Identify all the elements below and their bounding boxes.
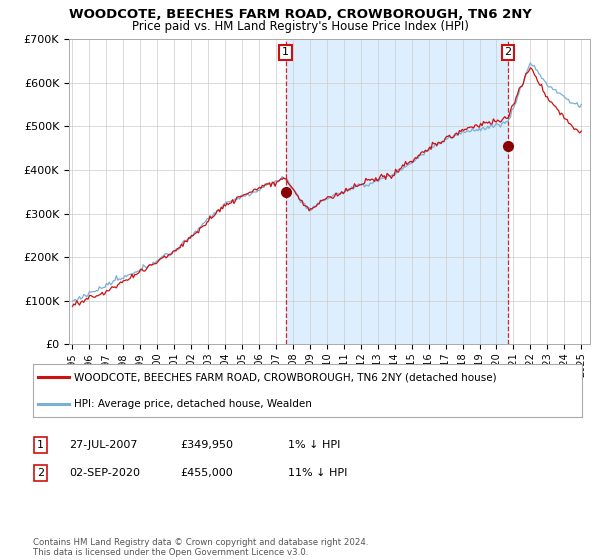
Bar: [286, 39, 508, 344]
Text: 1% ↓ HPI: 1% ↓ HPI: [288, 440, 340, 450]
Text: 1: 1: [282, 47, 289, 57]
Text: 27-JUL-2007: 27-JUL-2007: [69, 440, 137, 450]
Text: Contains HM Land Registry data © Crown copyright and database right 2024.
This d: Contains HM Land Registry data © Crown c…: [33, 538, 368, 557]
Text: 11% ↓ HPI: 11% ↓ HPI: [288, 468, 347, 478]
Text: HPI: Average price, detached house, Wealden: HPI: Average price, detached house, Weal…: [74, 399, 312, 409]
Text: 02-SEP-2020: 02-SEP-2020: [69, 468, 140, 478]
Text: £349,950: £349,950: [180, 440, 233, 450]
Text: Price paid vs. HM Land Registry's House Price Index (HPI): Price paid vs. HM Land Registry's House …: [131, 20, 469, 32]
Text: WOODCOTE, BEECHES FARM ROAD, CROWBOROUGH, TN6 2NY: WOODCOTE, BEECHES FARM ROAD, CROWBOROUGH…: [68, 8, 532, 21]
Text: 2: 2: [505, 47, 511, 57]
Text: WOODCOTE, BEECHES FARM ROAD, CROWBOROUGH, TN6 2NY (detached house): WOODCOTE, BEECHES FARM ROAD, CROWBOROUGH…: [74, 372, 497, 382]
Text: 2: 2: [37, 468, 44, 478]
Text: 1: 1: [37, 440, 44, 450]
Text: £455,000: £455,000: [180, 468, 233, 478]
